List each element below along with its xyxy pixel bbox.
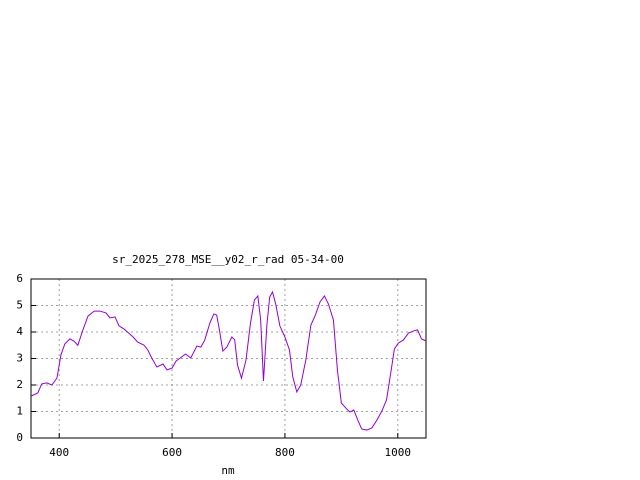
x-tick-label: 1000	[385, 446, 412, 459]
y-tick-label: 6	[16, 272, 23, 285]
x-tick-label: 400	[49, 446, 69, 459]
y-tick-label: 2	[16, 378, 23, 391]
data-line	[30, 290, 427, 431]
y-tick-label: 5	[16, 299, 23, 312]
y-tick-label: 3	[16, 352, 23, 365]
y-tick-label: 1	[16, 405, 23, 418]
y-tick-label: 4	[16, 325, 23, 338]
chart-title: sr_2025_278_MSE__y02_r_rad 05-34-00	[112, 253, 344, 266]
x-axis-label: nm	[221, 464, 235, 477]
x-tick-label: 800	[275, 446, 295, 459]
x-tick-label: 600	[162, 446, 182, 459]
plot-frame	[30, 278, 427, 439]
y-tick-label: 0	[16, 431, 23, 444]
